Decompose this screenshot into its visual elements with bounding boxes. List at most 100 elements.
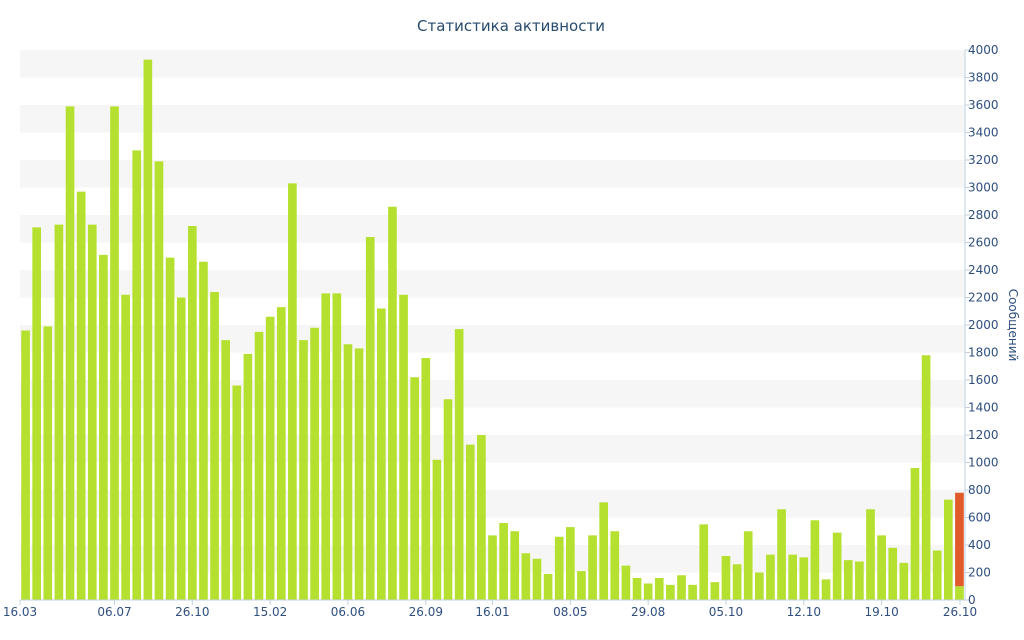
bar[interactable] xyxy=(87,224,97,600)
bar[interactable] xyxy=(321,293,331,600)
bar[interactable] xyxy=(743,531,753,600)
bar[interactable] xyxy=(943,499,953,600)
bar[interactable] xyxy=(276,307,286,600)
bar[interactable] xyxy=(799,557,809,600)
bar[interactable] xyxy=(754,572,764,601)
bar[interactable] xyxy=(121,294,130,600)
bar[interactable] xyxy=(443,399,453,600)
bar[interactable] xyxy=(154,161,164,600)
x-tick-label: 05.10 xyxy=(709,605,743,619)
bar[interactable] xyxy=(99,254,108,600)
bar[interactable] xyxy=(299,340,308,600)
bar[interactable] xyxy=(254,331,264,600)
bar[interactable] xyxy=(343,344,353,600)
bar[interactable] xyxy=(688,584,697,600)
bar[interactable] xyxy=(843,560,853,600)
y-tick-label: 1200 xyxy=(968,428,999,442)
bar[interactable] xyxy=(332,293,342,600)
bar[interactable] xyxy=(421,358,431,600)
bar[interactable] xyxy=(76,191,86,600)
bar[interactable] xyxy=(654,578,664,600)
bar[interactable] xyxy=(577,571,586,600)
bar[interactable] xyxy=(588,535,597,600)
bar[interactable] xyxy=(788,554,798,600)
bar[interactable] xyxy=(677,575,686,600)
bar[interactable] xyxy=(21,330,30,601)
bar[interactable] xyxy=(488,535,497,600)
grid-band xyxy=(20,215,965,243)
bar[interactable] xyxy=(465,444,475,600)
bar[interactable] xyxy=(365,237,375,600)
bar[interactable] xyxy=(210,292,219,600)
bar[interactable] xyxy=(643,583,653,601)
bars xyxy=(21,59,964,601)
bar[interactable] xyxy=(866,509,875,600)
bar[interactable] xyxy=(165,257,175,600)
bar[interactable] xyxy=(454,329,464,600)
bar[interactable] xyxy=(199,261,208,600)
bar[interactable] xyxy=(43,326,53,600)
bar-segment[interactable] xyxy=(955,586,964,600)
bar[interactable] xyxy=(432,459,442,600)
bar[interactable] xyxy=(621,565,631,600)
bar[interactable] xyxy=(288,183,297,600)
bar[interactable] xyxy=(510,531,520,600)
bar[interactable] xyxy=(766,554,775,600)
x-tick-label: 29.08 xyxy=(631,605,665,619)
bar[interactable] xyxy=(855,561,864,601)
bar[interactable] xyxy=(176,297,186,601)
bar[interactable] xyxy=(265,316,275,600)
bar[interactable] xyxy=(699,524,709,600)
bar[interactable] xyxy=(232,385,242,601)
bar[interactable] xyxy=(632,578,642,600)
bar[interactable] xyxy=(832,532,842,600)
bar[interactable] xyxy=(410,377,420,600)
bar[interactable] xyxy=(543,573,553,600)
bar[interactable] xyxy=(243,353,253,600)
y-tick-label: 2000 xyxy=(968,318,999,332)
bar[interactable] xyxy=(310,327,319,600)
bar[interactable] xyxy=(710,582,720,600)
bar[interactable] xyxy=(132,150,142,600)
bar[interactable] xyxy=(110,106,119,600)
y-tick-label: 400 xyxy=(968,538,991,552)
y-tick-label: 3000 xyxy=(968,181,999,195)
bar[interactable] xyxy=(32,227,42,600)
bar[interactable] xyxy=(521,553,531,600)
bar[interactable] xyxy=(888,547,898,600)
bar[interactable] xyxy=(477,435,486,600)
bar[interactable] xyxy=(565,527,575,600)
bar[interactable] xyxy=(599,502,609,600)
grid-band xyxy=(20,105,965,133)
bar[interactable] xyxy=(187,226,197,600)
bar[interactable] xyxy=(65,106,75,600)
bar[interactable] xyxy=(499,523,508,600)
bar[interactable] xyxy=(921,355,931,600)
bar[interactable] xyxy=(143,59,153,600)
bar[interactable] xyxy=(810,520,820,600)
bar[interactable] xyxy=(221,340,231,600)
chart-title: Статистика активности xyxy=(417,17,605,35)
bar[interactable] xyxy=(899,562,909,600)
bar[interactable] xyxy=(732,564,742,600)
bar[interactable] xyxy=(721,556,731,600)
grid-band xyxy=(20,270,965,298)
bar[interactable] xyxy=(932,550,942,601)
bar[interactable] xyxy=(777,509,786,600)
x-tick-label: 26.09 xyxy=(409,605,443,619)
bar[interactable] xyxy=(877,535,886,600)
bar-segment[interactable] xyxy=(955,492,964,587)
bar[interactable] xyxy=(532,558,542,600)
bar[interactable] xyxy=(354,348,364,600)
bar[interactable] xyxy=(610,531,620,600)
bar[interactable] xyxy=(376,308,386,601)
bar[interactable] xyxy=(910,468,920,600)
bar[interactable] xyxy=(554,536,564,600)
bar[interactable] xyxy=(666,584,675,600)
bar[interactable] xyxy=(54,224,64,600)
bar[interactable] xyxy=(821,579,831,600)
bar[interactable] xyxy=(388,206,397,600)
bar[interactable] xyxy=(399,294,408,600)
